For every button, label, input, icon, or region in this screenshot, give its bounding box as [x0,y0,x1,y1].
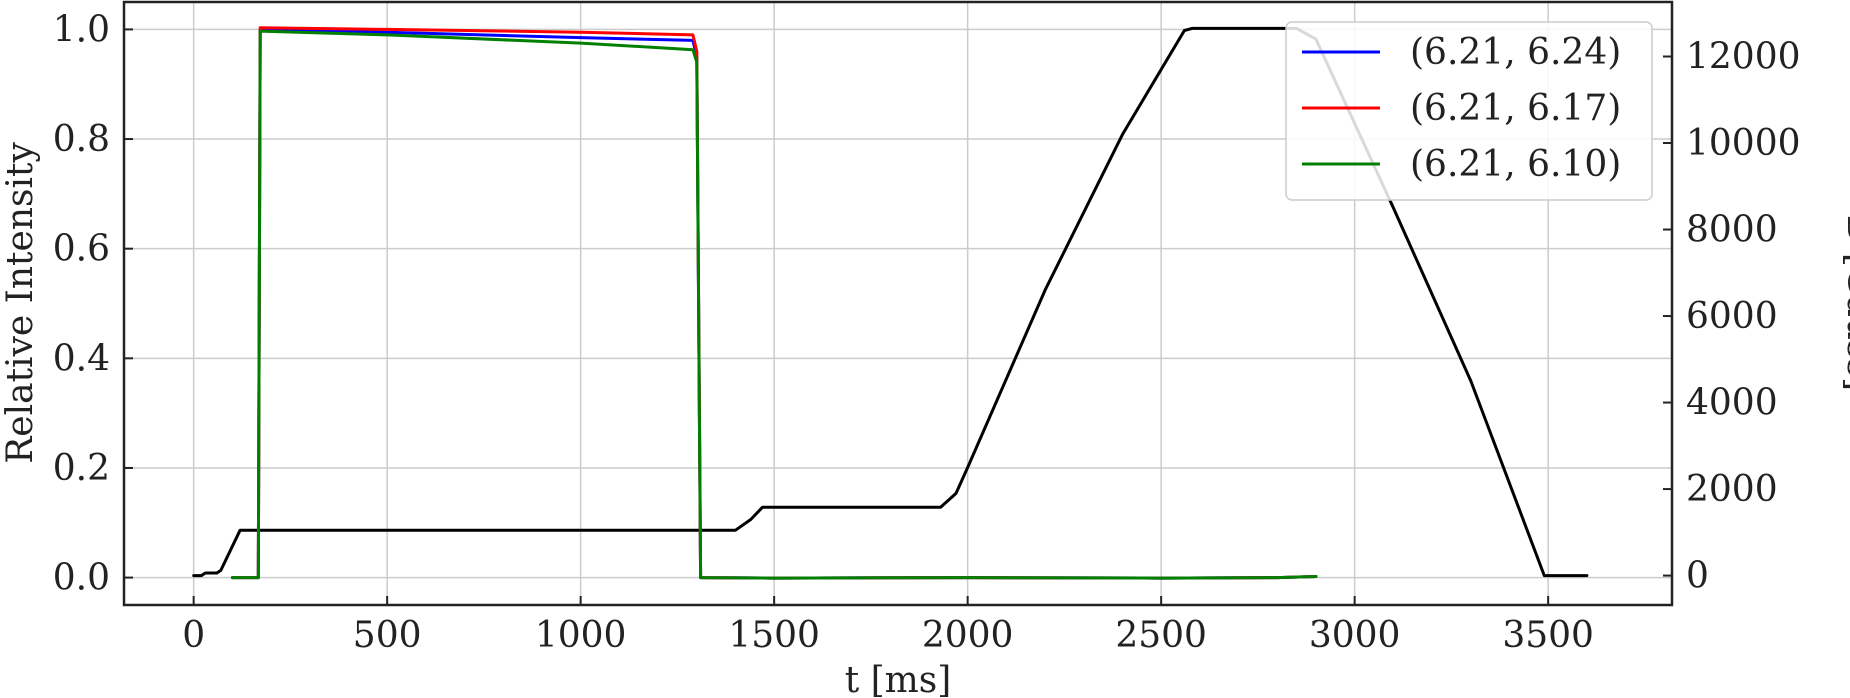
y2-tick-label: 10000 [1686,123,1801,164]
y-tick-label: 0.4 [53,338,110,379]
x-axis-label: t [ms] [845,660,952,698]
x-tick-label: 0 [182,615,205,656]
legend-label-1: (6.21, 6.24) [1410,32,1621,73]
plot-frame [122,0,1674,607]
y2-tick-label: 6000 [1686,296,1778,337]
x-tick-label: 1000 [535,615,627,656]
y-tick-label: 0.0 [53,558,110,599]
y2-tick-label: 2000 [1686,469,1778,510]
y2-tick-label: 0 [1686,556,1709,597]
x-tick-label: 3500 [1502,615,1594,656]
y2-tick-label: 12000 [1686,37,1801,78]
x-tick-label: 2000 [922,615,1014,656]
y-tick-label: 0.2 [53,448,110,489]
y2-tick-label: 4000 [1686,383,1778,424]
y-tick-label: 0.8 [53,119,110,160]
y-tick-label: 0.6 [53,229,110,270]
x-tick-label: 3000 [1309,615,1401,656]
y-tick-label: 1.0 [53,9,110,50]
y-axis-label: Relative Intensity [0,142,41,464]
x-tick-label: 2500 [1115,615,1207,656]
ticks: 0 500 1000 1500 2000 2500 3000 3500 0.0 0.2 0.4 0.6… [53,9,1801,656]
x-tick-label: 1500 [728,615,820,656]
series-line-3 [230,29,1318,580]
y2-axis-label: B [Gauss] [1839,215,1850,391]
legend-box [1285,21,1653,201]
legend-label-2: (6.21, 6.17) [1410,88,1621,129]
legend: (6.21, 6.24) (6.21, 6.17) (6.21, 6.10) [1285,21,1653,201]
y2-tick-label: 8000 [1686,210,1778,251]
legend-label-3: (6.21, 6.10) [1410,144,1621,185]
x-tick-label: 500 [353,615,422,656]
